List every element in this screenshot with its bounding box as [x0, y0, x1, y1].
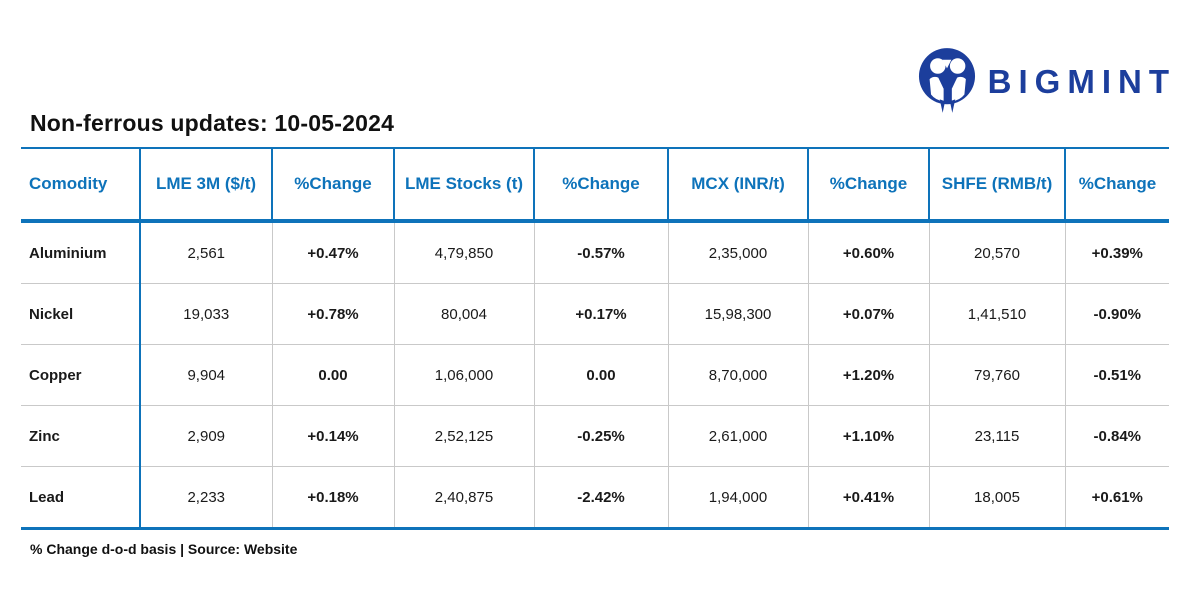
change-cell: +0.60%: [808, 221, 930, 284]
commodity-cell: Aluminium: [21, 221, 141, 284]
value-cell: 2,40,875: [394, 466, 535, 530]
change-cell: +0.47%: [272, 221, 395, 284]
value-cell: 1,06,000: [394, 344, 535, 406]
column-header-change-3: %Change: [808, 147, 930, 223]
value-cell: 8,70,000: [668, 344, 809, 406]
change-cell: +0.78%: [272, 283, 395, 345]
footnote: % Change d-o-d basis | Source: Website: [30, 541, 298, 557]
change-cell: +0.61%: [1065, 466, 1169, 530]
table-row: Copper 9,904 0.00 1,06,000 0.00 8,70,000 +1.20…: [21, 344, 1169, 406]
value-cell: 2,561: [140, 221, 273, 284]
value-cell: 19,033: [140, 283, 273, 345]
value-cell: 2,909: [140, 405, 273, 467]
value-cell: 2,35,000: [668, 221, 809, 284]
change-cell: +1.10%: [808, 405, 930, 467]
table-row: Nickel 19,033 +0.78% 80,004 +0.17% 15,98,300 +…: [21, 283, 1169, 345]
value-cell: 1,94,000: [668, 466, 809, 530]
value-cell: 23,115: [929, 405, 1066, 467]
change-cell: +0.41%: [808, 466, 930, 530]
change-cell: -0.84%: [1065, 405, 1169, 467]
value-cell: 2,61,000: [668, 405, 809, 467]
table-header-row: Comodity LME 3M ($/t) %Change LME Stocks…: [21, 147, 1169, 223]
table-row: Zinc 2,909 +0.14% 2,52,125 -0.25% 2,61,000 +1.…: [21, 405, 1169, 467]
updates-table: Comodity LME 3M ($/t) %Change LME Stocks…: [21, 147, 1169, 530]
column-header-shfe: SHFE (RMB/t): [929, 147, 1066, 223]
change-cell: -0.51%: [1065, 344, 1169, 406]
page-title: Non-ferrous updates: 10-05-2024: [30, 110, 395, 136]
bigmint-logo: BIGMINT: [918, 48, 1176, 114]
value-cell: 9,904: [140, 344, 273, 406]
column-header-change-4: %Change: [1065, 147, 1169, 223]
change-cell: -0.90%: [1065, 283, 1169, 345]
value-cell: 2,233: [140, 466, 273, 530]
bigmint-people-icon: [918, 48, 976, 114]
value-cell: 20,570: [929, 221, 1066, 284]
value-cell: 2,52,125: [394, 405, 535, 467]
change-cell: +0.18%: [272, 466, 395, 530]
value-cell: 18,005: [929, 466, 1066, 530]
commodity-cell: Lead: [21, 466, 141, 530]
value-cell: 4,79,850: [394, 221, 535, 284]
table-row: Aluminium 2,561 +0.47% 4,79,850 -0.57% 2,35,0…: [21, 221, 1169, 284]
change-cell: -2.42%: [534, 466, 669, 530]
value-cell: 79,760: [929, 344, 1066, 406]
value-cell: 1,41,510: [929, 283, 1066, 345]
updates-table-body: Aluminium 2,561 +0.47% 4,79,850 -0.57% 2,35,0…: [21, 221, 1169, 530]
change-cell: 0.00: [272, 344, 395, 406]
change-cell: +0.14%: [272, 405, 395, 467]
column-header-lme-stocks: LME Stocks (t): [394, 147, 535, 223]
change-cell: +1.20%: [808, 344, 930, 406]
change-cell: 0.00: [534, 344, 669, 406]
value-cell: 80,004: [394, 283, 535, 345]
table-row: Lead 2,233 +0.18% 2,40,875 -2.42% 1,94,000 +0.…: [21, 466, 1169, 530]
commodity-cell: Nickel: [21, 283, 141, 345]
value-cell: 15,98,300: [668, 283, 809, 345]
column-header-commodity: Comodity: [21, 147, 141, 223]
change-cell: +0.07%: [808, 283, 930, 345]
commodity-cell: Copper: [21, 344, 141, 406]
bigmint-logo-text: BIGMINT: [987, 62, 1176, 100]
change-cell: -0.57%: [534, 221, 669, 284]
change-cell: +0.17%: [534, 283, 669, 345]
change-cell: -0.25%: [534, 405, 669, 467]
column-header-change-1: %Change: [272, 147, 395, 223]
change-cell: +0.39%: [1065, 221, 1169, 284]
column-header-change-2: %Change: [534, 147, 669, 223]
column-header-lme-3m: LME 3M ($/t): [140, 147, 273, 223]
commodity-cell: Zinc: [21, 405, 141, 467]
column-header-mcx: MCX (INR/t): [668, 147, 809, 223]
